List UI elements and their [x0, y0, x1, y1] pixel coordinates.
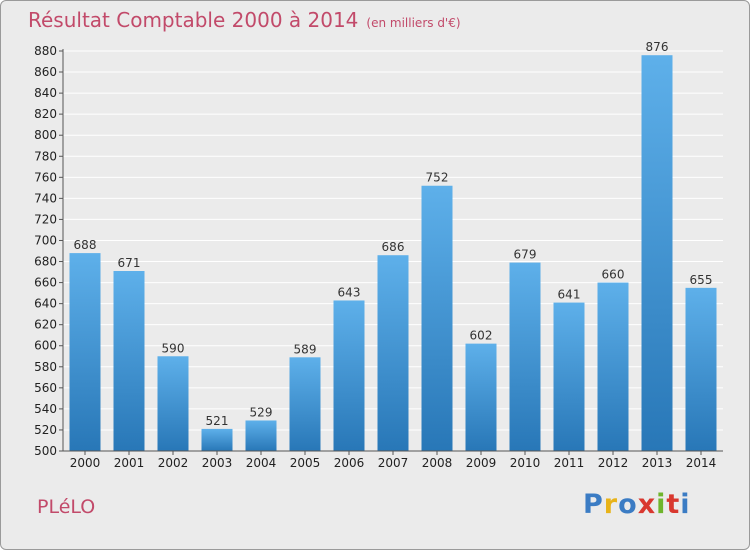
data-label: 660: [602, 268, 625, 282]
x-tick-label: 2000: [70, 456, 101, 470]
y-tick-label: 640: [34, 297, 57, 311]
bar-2006: [333, 300, 365, 451]
bar-2000: [69, 253, 101, 451]
chart-title-text: Résultat Comptable 2000 à 2014: [28, 8, 359, 32]
bar-2005: [289, 357, 321, 451]
y-tick-label: 500: [34, 444, 57, 458]
logo-letter: o: [618, 489, 638, 520]
x-tick-label: 2013: [642, 456, 673, 470]
y-tick-label: 860: [34, 65, 57, 79]
bar-2012: [597, 282, 629, 451]
data-label: 589: [294, 342, 317, 356]
x-tick-label: 2001: [114, 456, 145, 470]
bar-2004: [245, 420, 277, 451]
x-tick-label: 2008: [422, 456, 453, 470]
data-label: 679: [514, 248, 537, 262]
bar-2003: [201, 428, 233, 451]
bar-2011: [553, 302, 585, 451]
logo-letter: i: [656, 489, 667, 520]
x-tick-label: 2007: [378, 456, 409, 470]
data-label: 590: [162, 341, 185, 355]
data-label: 688: [74, 238, 97, 252]
logo-letter: P: [583, 489, 604, 520]
y-tick-label: 840: [34, 86, 57, 100]
chart-title: Résultat Comptable 2000 à 2014 (en millie…: [28, 8, 461, 32]
data-label: 602: [470, 329, 493, 343]
x-tick-label: 2006: [334, 456, 365, 470]
data-label: 643: [338, 285, 361, 299]
chart-subtitle: (en milliers d'€): [366, 16, 461, 30]
y-tick-label: 740: [34, 191, 57, 205]
x-tick-label: 2004: [246, 456, 277, 470]
y-tick-label: 560: [34, 381, 57, 395]
town-name: PLéLO: [37, 496, 96, 518]
logo-letter: x: [637, 489, 657, 520]
bar-2002: [157, 356, 189, 451]
logo-letter: r: [603, 489, 619, 520]
data-label: 655: [690, 273, 713, 287]
bar-2009: [465, 343, 497, 451]
y-tick-label: 600: [34, 339, 57, 353]
bar-2013: [641, 55, 673, 452]
bar-2001: [113, 271, 145, 451]
bar-2008: [421, 185, 453, 451]
y-tick-label: 780: [34, 149, 57, 163]
bar-2007: [377, 255, 409, 451]
logo-letter: t: [666, 489, 681, 520]
data-label: 686: [382, 240, 405, 254]
data-label: 752: [426, 171, 449, 185]
data-label: 521: [206, 414, 229, 428]
y-tick-label: 760: [34, 170, 57, 184]
y-tick-label: 700: [34, 233, 57, 247]
x-tick-label: 2009: [466, 456, 497, 470]
y-tick-label: 880: [34, 44, 57, 58]
x-tick-label: 2003: [202, 456, 233, 470]
y-tick-label: 720: [34, 212, 57, 226]
data-label: 876: [646, 40, 669, 54]
data-label: 529: [250, 405, 273, 419]
y-tick-label: 540: [34, 402, 57, 416]
y-tick-label: 620: [34, 318, 57, 332]
y-tick-label: 580: [34, 360, 57, 374]
x-tick-label: 2002: [158, 456, 189, 470]
x-tick-label: 2012: [598, 456, 629, 470]
x-tick-label: 2005: [290, 456, 321, 470]
bar-2014: [685, 287, 717, 451]
x-tick-label: 2011: [554, 456, 585, 470]
data-label: 641: [558, 288, 581, 302]
bar-2010: [509, 262, 541, 451]
data-label: 671: [118, 256, 141, 270]
y-tick-label: 520: [34, 423, 57, 437]
logo-letter: i: [680, 489, 691, 520]
x-tick-label: 2014: [686, 456, 717, 470]
y-tick-label: 820: [34, 107, 57, 121]
proxiti-logo: Proxiti: [583, 489, 691, 520]
y-tick-label: 800: [34, 128, 57, 142]
y-tick-label: 660: [34, 276, 57, 290]
x-tick-label: 2010: [510, 456, 541, 470]
y-tick-label: 680: [34, 255, 57, 269]
